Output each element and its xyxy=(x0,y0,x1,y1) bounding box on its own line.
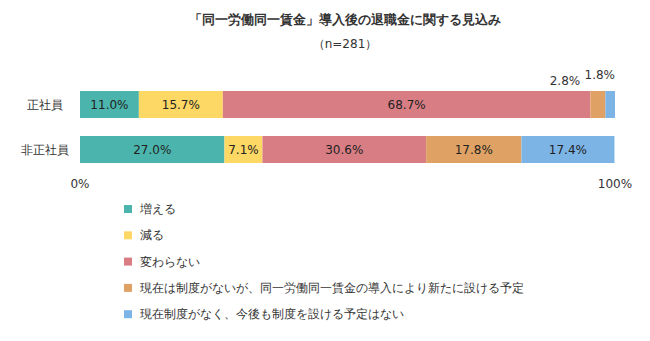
tick-label: 100% xyxy=(598,177,632,191)
data-label: 15.7% xyxy=(162,98,200,112)
data-label: 11.0% xyxy=(90,98,128,112)
category-label: 正社員 xyxy=(27,98,63,112)
bar-segment xyxy=(80,136,224,163)
data-label: 30.6% xyxy=(325,143,363,157)
legend-label: 減る xyxy=(140,228,164,242)
legend: 増える減る変わらない現在は制度がないが、同一労働同一賃金の導入により新たに設ける… xyxy=(124,202,524,321)
category-label: 非正社員 xyxy=(21,143,69,157)
title: 「同一労働同一賃金」導入後の退職金に関する見込み xyxy=(189,12,501,27)
legend-swatch xyxy=(124,205,132,213)
legend-label: 現在は制度がないが、同一労働同一賃金の導入により新たに設ける予定 xyxy=(140,281,524,295)
legend-swatch xyxy=(124,258,132,266)
bar-segment xyxy=(139,91,223,118)
legend-label: 増える xyxy=(139,202,176,216)
subtitle: （n=281） xyxy=(313,37,378,51)
bar-segment xyxy=(262,136,426,163)
bar-segment xyxy=(605,91,615,118)
legend-swatch xyxy=(124,310,132,318)
chart: 「同一労働同一賃金」導入後の退職金に関する見込み （n=281） 正社員 11.0% 1… xyxy=(0,0,650,341)
tick-label: 0% xyxy=(70,177,89,191)
data-label: 17.8% xyxy=(455,143,493,157)
data-label: 68.7% xyxy=(388,98,426,112)
bar-segment xyxy=(80,91,139,118)
data-label: 2.8% xyxy=(550,74,581,88)
legend-label: 現在制度がなく、今後も制度を設ける予定はない xyxy=(140,307,404,321)
data-label: 27.0% xyxy=(133,143,171,157)
bar-segment xyxy=(521,136,614,163)
bar-segment xyxy=(223,91,591,118)
bars xyxy=(80,91,615,163)
legend-label: 変わらない xyxy=(140,255,200,269)
legend-swatch xyxy=(124,231,132,239)
labels: 正社員 11.0% 15.7% 68.7% 1.8% 2.8% 非正社員 27.0% 7.1% 3… xyxy=(21,68,615,157)
data-label: 17.4% xyxy=(549,143,587,157)
data-label: 7.1% xyxy=(228,143,259,157)
bar-segment xyxy=(224,136,262,163)
bar-segment xyxy=(426,136,521,163)
data-label: 1.8% xyxy=(585,68,616,82)
legend-swatch xyxy=(124,284,132,292)
bar-segment xyxy=(590,91,605,118)
